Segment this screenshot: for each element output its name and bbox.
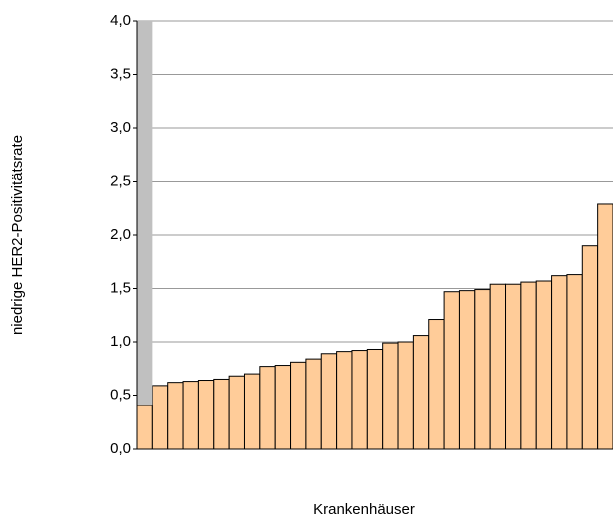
bar bbox=[320, 353, 338, 450]
y-axis-title: niedrige HER2-Positivitätsrate bbox=[9, 135, 26, 335]
y-tick-label: 0,0 bbox=[110, 440, 131, 457]
bar bbox=[351, 350, 368, 450]
bar bbox=[151, 385, 169, 450]
bar bbox=[551, 275, 568, 450]
y-tick-label: 2,0 bbox=[110, 226, 131, 243]
bar bbox=[412, 335, 430, 450]
y-tick-label: 0,5 bbox=[110, 386, 131, 403]
bar bbox=[213, 378, 230, 450]
y-tick-label: 1,5 bbox=[110, 279, 131, 296]
y-tick-label: 2,5 bbox=[110, 172, 131, 189]
bar bbox=[167, 382, 184, 450]
bar bbox=[597, 203, 613, 450]
bar bbox=[397, 341, 414, 450]
bar bbox=[458, 290, 476, 450]
bar bbox=[305, 358, 322, 450]
y-tick-label: 1,0 bbox=[110, 333, 131, 350]
bar bbox=[382, 342, 399, 450]
bar bbox=[474, 289, 491, 450]
bar bbox=[581, 245, 599, 450]
bar bbox=[243, 373, 261, 450]
x-axis-title: Krankenhäuser bbox=[313, 501, 415, 518]
bar bbox=[182, 381, 199, 450]
y-tick-label: 3,5 bbox=[110, 65, 131, 82]
bar bbox=[428, 319, 445, 450]
bar bbox=[197, 380, 215, 450]
bar bbox=[566, 274, 583, 450]
bar bbox=[489, 283, 507, 450]
bar bbox=[137, 21, 153, 406]
bar bbox=[520, 281, 537, 450]
bar bbox=[505, 283, 522, 450]
bar bbox=[274, 365, 292, 450]
bar bbox=[228, 375, 245, 450]
bar bbox=[136, 404, 153, 450]
bar bbox=[535, 280, 553, 450]
bar bbox=[366, 348, 384, 450]
bar bbox=[443, 291, 460, 450]
bar bbox=[290, 361, 307, 450]
y-tick-label: 3,0 bbox=[110, 119, 131, 136]
bar bbox=[336, 351, 353, 450]
bar bbox=[259, 366, 276, 450]
y-tick-label: 4,0 bbox=[110, 12, 131, 29]
